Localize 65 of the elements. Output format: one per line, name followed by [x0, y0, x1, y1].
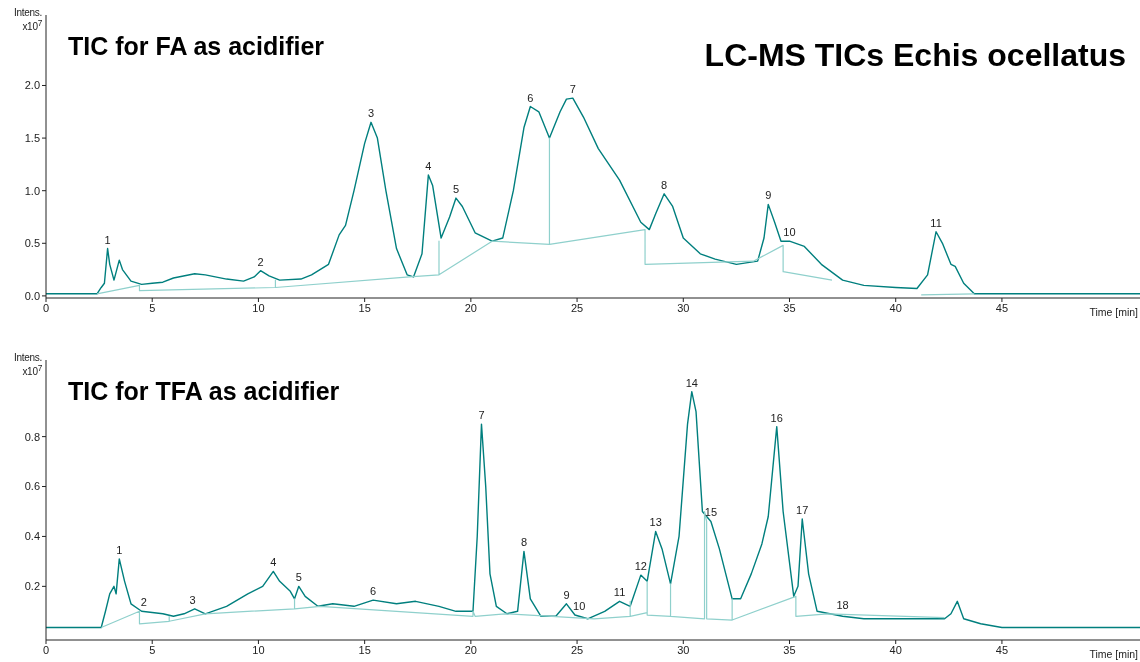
- x-tick-label: 30: [677, 301, 690, 314]
- annotation: 10: [573, 600, 586, 613]
- annotation: 2: [257, 255, 264, 268]
- annotation: 7: [569, 83, 576, 96]
- annotation: 5: [452, 183, 460, 196]
- x-tick-label: 40: [889, 643, 902, 656]
- x-tick-label: 5: [149, 643, 156, 656]
- annotation: 10: [783, 226, 796, 239]
- y-tick-label: 2.0: [24, 79, 40, 92]
- annotation: 3: [189, 593, 196, 606]
- text: TIC for TFA as acidifier: [68, 377, 340, 406]
- x-tick-label: 10: [252, 301, 265, 314]
- text: TIC for FA as acidifier: [68, 32, 325, 61]
- annotation: 16: [770, 411, 783, 424]
- annotation: 1: [104, 233, 111, 246]
- annotation: 18: [836, 598, 849, 611]
- y-tick-label: 0.4: [24, 530, 40, 543]
- x-tick-label: 45: [995, 643, 1009, 656]
- y-tick-label: 0.6: [24, 480, 40, 493]
- annotation: 17: [796, 503, 809, 516]
- annotation: 4: [425, 159, 432, 172]
- annotation: 11: [613, 586, 626, 599]
- y-tick-label: 0.0: [24, 289, 40, 302]
- y-tick-label: 0.5: [24, 237, 40, 250]
- annotation: 2: [140, 596, 147, 609]
- x-tick-label: 0: [42, 301, 50, 314]
- annotation: 8: [520, 536, 528, 549]
- annotation: 13: [649, 516, 662, 529]
- annotation: 1: [116, 543, 123, 556]
- annotation: 7: [478, 409, 485, 422]
- y-tick-label: 0.8: [24, 430, 40, 443]
- x-tick-label: 15: [358, 643, 371, 656]
- annotation: 12: [634, 560, 647, 573]
- x-tick-label: 5: [149, 301, 156, 314]
- y-tick-label: 1.5: [24, 131, 40, 144]
- x-tick-label: 25: [570, 301, 584, 314]
- x-axis-title: Time [min]: [1089, 648, 1138, 660]
- x-tick-label: 25: [570, 643, 584, 656]
- x-tick-label: 20: [464, 301, 477, 314]
- annotation: 15: [704, 506, 718, 519]
- annotation: 5: [295, 571, 302, 584]
- annotation: 6: [370, 585, 377, 598]
- x-axis-title: Time [min]: [1089, 306, 1138, 318]
- y-axis-title: Intens. x10$^{7}$: [13, 352, 42, 378]
- y-tick-label: 0.2: [24, 580, 40, 593]
- y-tick-label: 1.0: [24, 184, 40, 197]
- x-tick-label: 45: [995, 301, 1009, 314]
- annotation: 11: [930, 216, 942, 229]
- text: LC-MS TICs Echis ocellatus: [704, 37, 1126, 74]
- x-tick-label: 35: [783, 643, 796, 656]
- x-tick-label: 0: [42, 643, 50, 656]
- x-tick-label: 30: [677, 643, 690, 656]
- annotation: 14: [685, 376, 698, 389]
- annotation: 6: [527, 91, 534, 104]
- y-axis-title: Intens. x10$^{7}$: [13, 7, 42, 33]
- annotation: 4: [270, 556, 277, 569]
- x-tick-label: 40: [889, 301, 902, 314]
- annotation: 9: [765, 189, 772, 202]
- x-tick-label: 20: [464, 643, 477, 656]
- annotation: 9: [563, 588, 570, 601]
- annotation: 8: [661, 178, 668, 191]
- x-tick-label: 15: [358, 301, 371, 314]
- annotation: 3: [367, 107, 375, 120]
- x-tick-label: 10: [252, 643, 265, 656]
- x-tick-label: 35: [783, 301, 796, 314]
